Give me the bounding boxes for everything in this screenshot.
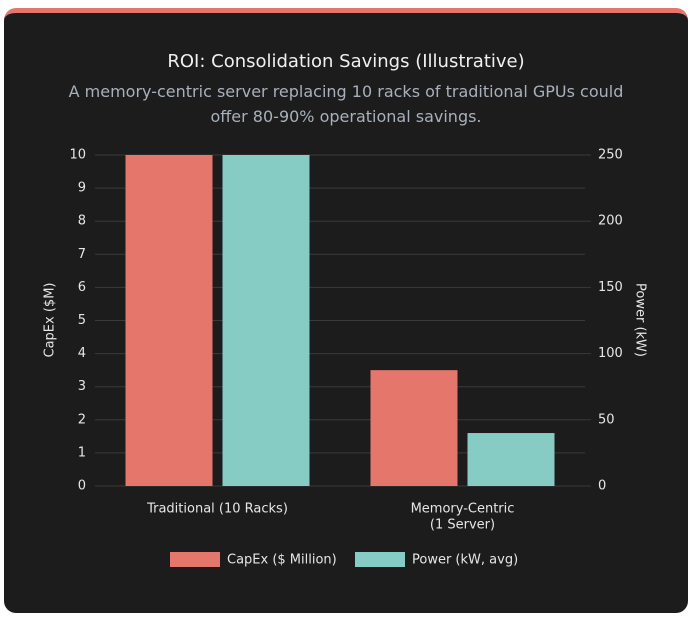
y-tick-label: 7: [78, 247, 86, 262]
y2-tick-label: 150: [598, 280, 623, 295]
chart-title: ROI: Consolidation Savings (Illustrative…: [167, 51, 525, 72]
bar: [370, 370, 458, 486]
chart-subtitle: A memory-centric server replacing 10 rac…: [68, 82, 624, 126]
y-tick-label: 3: [78, 379, 86, 394]
y-tick-label: 5: [78, 313, 86, 328]
legend-label: CapEx ($ Million): [227, 553, 337, 568]
y2-tick-label: 250: [598, 148, 623, 163]
legend-label: Power (kW, avg): [412, 553, 518, 568]
y2-tick-label: 100: [598, 346, 623, 361]
legend-swatch: [355, 552, 405, 567]
x-tick-label: (1 Server): [430, 518, 495, 533]
y-tick-label: 10: [69, 148, 86, 163]
y-tick-label: 4: [78, 346, 86, 361]
y-axis-title: CapEx ($M): [43, 283, 58, 358]
y-tick-label: 0: [78, 479, 86, 494]
x-tick-label: Traditional (10 Racks): [146, 502, 288, 517]
chart-card: ROI: Consolidation Savings (Illustrative…: [4, 8, 688, 613]
y-tick-label: 8: [78, 214, 86, 229]
y-tick-label: 2: [78, 412, 86, 427]
bar: [222, 155, 310, 486]
x-tick-label: Memory-Centric: [411, 502, 515, 517]
y2-axis-title: Power (kW): [633, 283, 648, 357]
y2-tick-label: 200: [598, 214, 623, 229]
y-tick-label: 6: [78, 280, 86, 295]
y2-tick-label: 0: [598, 479, 606, 494]
y-tick-label: 9: [78, 181, 86, 196]
bar: [125, 155, 213, 486]
y-tick-label: 1: [78, 445, 86, 460]
bar: [467, 433, 555, 486]
legend-swatch: [170, 552, 220, 567]
y2-tick-label: 50: [598, 412, 615, 427]
